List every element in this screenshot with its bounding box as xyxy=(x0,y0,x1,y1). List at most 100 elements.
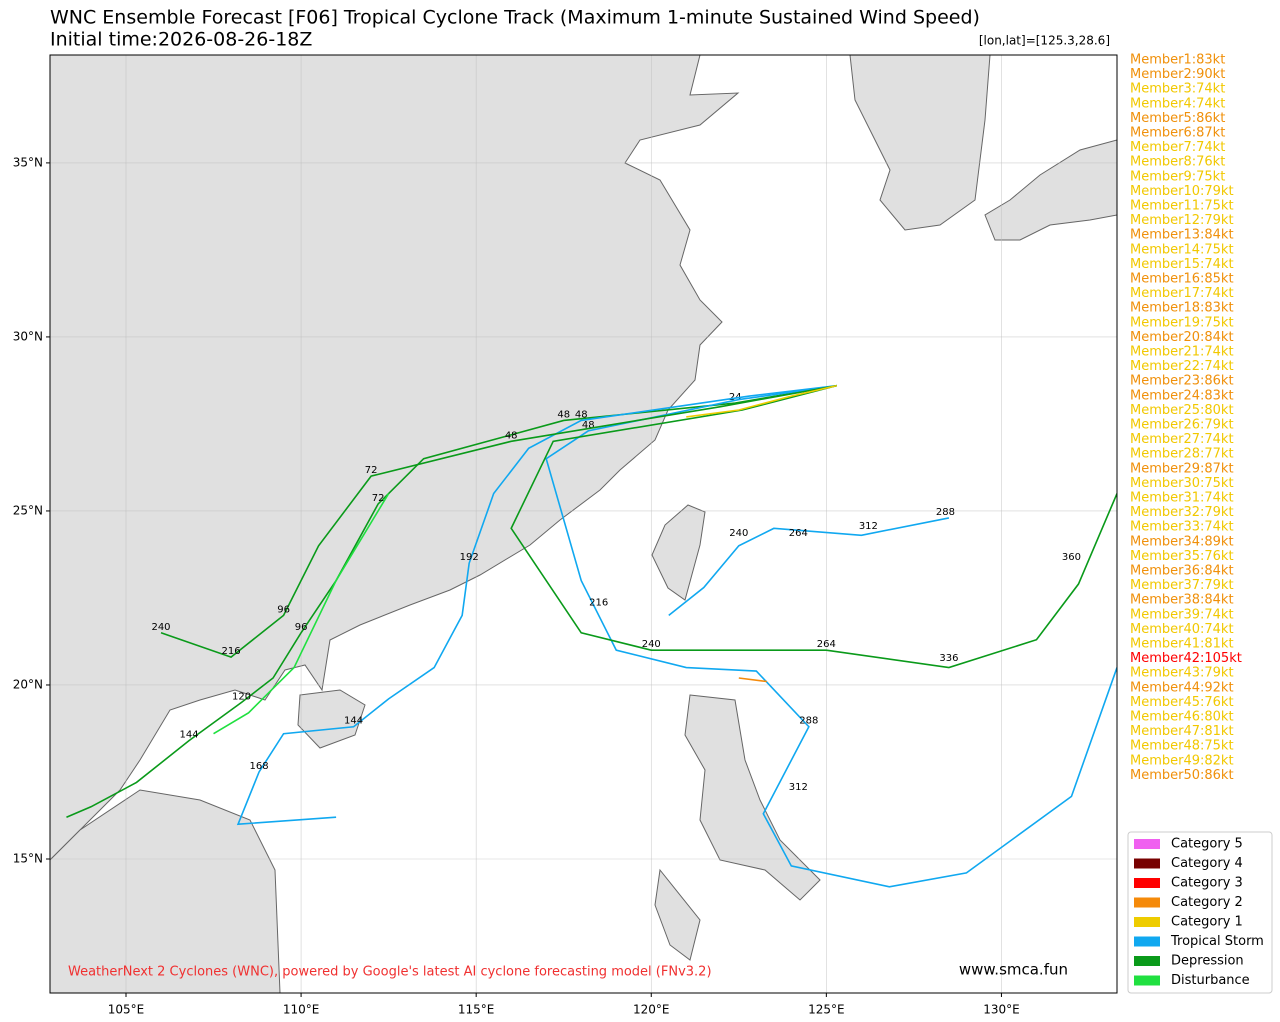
y-tick-label: 35°N xyxy=(13,155,43,169)
hour-label: 312 xyxy=(859,521,878,532)
land-korea xyxy=(849,55,991,231)
hour-label: 288 xyxy=(799,716,818,727)
hour-label: 96 xyxy=(277,604,290,615)
member-label: Member14:75kt xyxy=(1130,242,1234,257)
member-label: Member25:80kt xyxy=(1130,403,1234,418)
member-label: Member9:75kt xyxy=(1130,169,1225,184)
member-label: Member16:85kt xyxy=(1130,272,1234,287)
hour-label: 288 xyxy=(936,507,955,518)
member-label: Member24:83kt xyxy=(1130,388,1234,403)
hour-label: 72 xyxy=(365,465,378,476)
hour-label: 168 xyxy=(250,761,269,772)
subtitle: Initial time:2026-08-26-18Z xyxy=(50,29,312,51)
land-luzon xyxy=(684,694,821,901)
x-tick-label: 120°E xyxy=(633,1003,670,1017)
member-label: Member50:86kt xyxy=(1130,768,1234,783)
track xyxy=(686,384,838,418)
member-label: Member22:74kt xyxy=(1130,359,1234,374)
member-label: Member29:87kt xyxy=(1130,461,1234,476)
member-label: Member27:74kt xyxy=(1130,432,1234,447)
member-label: Member47:81kt xyxy=(1130,724,1234,739)
site-credit: www.smca.fun xyxy=(959,961,1068,979)
land-japan xyxy=(984,139,1117,241)
member-label: Member7:74kt xyxy=(1130,140,1225,155)
hour-label: 216 xyxy=(589,597,608,608)
member-label: Member3:74kt xyxy=(1130,82,1225,97)
member-label: Member8:76kt xyxy=(1130,155,1225,170)
y-tick-label: 20°N xyxy=(13,677,43,691)
legend-label: Category 2 xyxy=(1171,895,1243,910)
member-label: Member1:83kt xyxy=(1130,53,1225,68)
legend-label: Category 3 xyxy=(1171,876,1243,891)
member-label: Member30:75kt xyxy=(1130,476,1234,491)
member-label: Member11:75kt xyxy=(1130,199,1234,214)
legend-swatch xyxy=(1134,839,1160,849)
hour-label: 48 xyxy=(582,420,595,431)
title: WNC Ensemble Forecast [F06] Tropical Cyc… xyxy=(50,7,980,29)
track xyxy=(545,384,1117,888)
y-tick-label: 25°N xyxy=(13,503,43,517)
x-tick-label: 130°E xyxy=(983,1003,1020,1017)
x-tick-label: 115°E xyxy=(458,1003,495,1017)
member-label: Member21:74kt xyxy=(1130,345,1234,360)
hour-label: 240 xyxy=(151,622,170,633)
member-label: Member48:75kt xyxy=(1130,739,1234,754)
y-tick-label: 15°N xyxy=(13,852,43,866)
member-label: Member31:74kt xyxy=(1130,491,1234,506)
member-label: Member42:105kt xyxy=(1130,651,1242,666)
member-label: Member43:79kt xyxy=(1130,666,1234,681)
hour-label: 144 xyxy=(179,730,198,741)
hour-label: 216 xyxy=(221,646,240,657)
member-label: Member39:74kt xyxy=(1130,607,1234,622)
legend-box xyxy=(1127,831,1273,994)
track xyxy=(668,517,950,616)
hour-label: 264 xyxy=(789,528,808,539)
track xyxy=(236,384,837,826)
member-label: Member32:79kt xyxy=(1130,505,1234,520)
member-label: Member20:84kt xyxy=(1130,330,1234,345)
member-label: Member36:84kt xyxy=(1130,564,1234,579)
hour-label: 192 xyxy=(460,552,479,563)
track xyxy=(213,493,390,735)
legend-swatch xyxy=(1134,956,1160,966)
member-label: Member23:86kt xyxy=(1130,374,1234,389)
grid xyxy=(50,55,1117,993)
hour-label: 144 xyxy=(344,716,363,727)
legend-swatch xyxy=(1134,858,1160,869)
track xyxy=(738,677,767,683)
member-label: Member49:82kt xyxy=(1130,753,1234,768)
member-label: Member6:87kt xyxy=(1130,126,1225,141)
legend-label: Category 4 xyxy=(1171,856,1243,871)
land-philippines xyxy=(654,868,701,961)
hour-label: 96 xyxy=(295,622,308,633)
member-label: Member33:74kt xyxy=(1130,520,1234,535)
member-label: Member40:74kt xyxy=(1130,622,1234,637)
land-indochina xyxy=(50,789,281,993)
x-tick-label: 125°E xyxy=(808,1003,845,1017)
land-taiwan xyxy=(651,504,706,601)
y-tick-label: 30°N xyxy=(13,329,43,343)
member-label: Member18:83kt xyxy=(1130,301,1234,316)
member-label: Member10:79kt xyxy=(1130,184,1234,199)
member-label: Member28:77kt xyxy=(1130,447,1234,462)
member-label: Member38:84kt xyxy=(1130,593,1234,608)
hour-label: 240 xyxy=(729,528,748,539)
land-hainan xyxy=(297,689,366,749)
hour-label: 264 xyxy=(817,639,836,650)
member-label: Member46:80kt xyxy=(1130,710,1234,725)
hour-label: 72 xyxy=(372,493,385,504)
hour-label: 240 xyxy=(642,639,661,650)
legend-swatch xyxy=(1134,975,1160,986)
legend-label: Category 5 xyxy=(1171,837,1243,852)
member-label: Member44:92kt xyxy=(1130,680,1234,695)
member-label: Member34:89kt xyxy=(1130,534,1234,549)
hour-label: 48 xyxy=(557,409,570,420)
map-frame xyxy=(49,54,1118,994)
member-label: Member45:76kt xyxy=(1130,695,1234,710)
member-label: Member35:76kt xyxy=(1130,549,1234,564)
member-list: Member1:83ktMember2:90ktMember3:74ktMemb… xyxy=(1130,53,1242,783)
